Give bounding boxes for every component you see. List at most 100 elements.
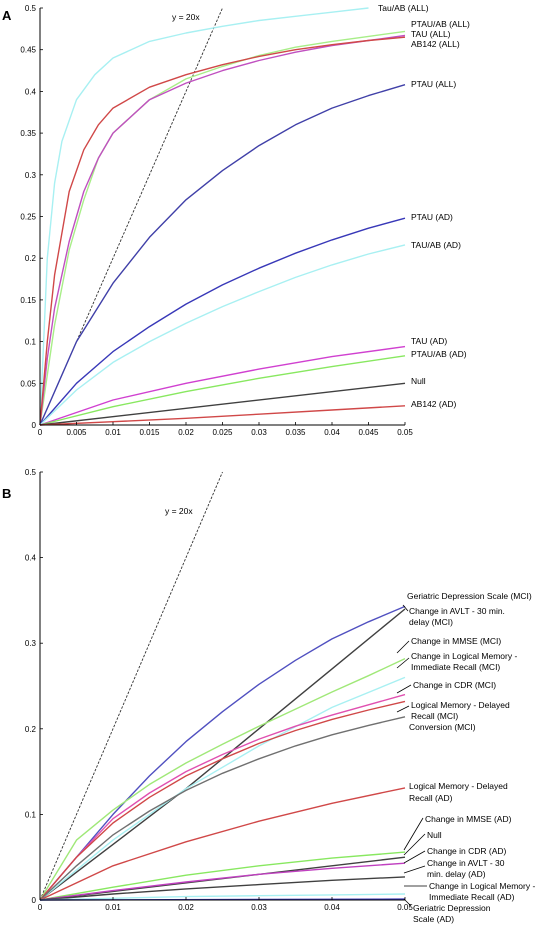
label-b-lm-imm-ad-line-1: Change in Logical Memory - <box>429 881 535 891</box>
panel-a-y-tick-label: 0.45 <box>20 46 36 55</box>
label-b-cdr-mci: Change in CDR (MCI) <box>413 680 496 690</box>
panel-a-x-tick-label: 0.02 <box>178 428 194 437</box>
panel-a-x-tick-label: 0.025 <box>212 428 233 437</box>
panel-a-series-null <box>39 382 406 426</box>
panel-b-series-change-in-logical-memory-immediate-recall-ad <box>39 893 406 901</box>
leader-null-ad <box>403 833 426 856</box>
leader-gds-ad <box>403 898 412 907</box>
panel-a-y-tick-label: 0.5 <box>25 4 37 13</box>
leader-mmse-mci <box>396 640 410 654</box>
leader-avlt-mci <box>402 604 409 612</box>
panel-a-series-ptau-ab-all <box>39 30 406 426</box>
panel-b-series-change-in-cdr-ad <box>39 862 406 901</box>
panel-b-leader-lines <box>396 604 427 907</box>
panel-a-series-tau-ab-ad <box>39 244 406 426</box>
label-a-tau-ab-all: Tau/AB (ALL) <box>378 3 429 13</box>
panel-b-series-change-in-mmse-ad <box>39 851 406 901</box>
panel-b-x-tick-label: 0.03 <box>251 903 267 912</box>
panel-a-y-tick-label: 0.05 <box>20 379 36 388</box>
panel-b-x-tick-label: 0.01 <box>105 903 121 912</box>
panel-a-y-tick-label: 0.3 <box>25 171 37 180</box>
label-b-lm-del-ad-line-2: Recall (AD) <box>409 793 453 803</box>
panel-a-y-tick-label: 0.2 <box>25 254 37 263</box>
label-b-lm-del-mci-line-2: Recall (MCI) <box>411 711 458 721</box>
label-b-avlt-ad-line-2: min. delay (AD) <box>427 869 486 879</box>
panel-b-series-geriatric-depression-scale-mci <box>39 605 406 901</box>
panel-b-series-change-in-avlt-30-min-delay-ad <box>39 876 406 901</box>
panel-a-x-tick-label: 0.05 <box>397 428 413 437</box>
label-a-tau-all: TAU (ALL) <box>411 29 451 39</box>
label-b-gds-ad: Geriatric Depression Scale (AD) <box>413 903 493 924</box>
label-b-avlt-mci-line-2: delay (MCI) <box>409 617 453 627</box>
panel-b-ticks: 0 0.01 0.02 0.03 0.04 0.05 0 0.1 0.2 0.3 0.4 0.5 <box>25 468 413 912</box>
panel-b-series-layer <box>39 471 406 901</box>
panel-b-series-labels: Geriatric Depression Scale (MCI) Change … <box>407 591 538 924</box>
panel-a-x-tick-label: 0.03 <box>251 428 267 437</box>
label-b-cdr-ad: Change in CDR (AD) <box>427 846 507 856</box>
panel-a-x-tick-label: 0.04 <box>324 428 340 437</box>
panel-a-y-tick-label: 0.15 <box>20 296 36 305</box>
label-b-lm-imm-ad-line-2: Immediate Recall (AD) <box>429 892 515 902</box>
panel-label-a: A <box>2 8 12 23</box>
panel-a-y-tick-label: 0 <box>32 421 37 430</box>
panel-b-y-tick-label: 0.3 <box>25 639 37 648</box>
leader-mmse-ad <box>403 817 424 851</box>
panel-b-y-tick-label: 0.4 <box>25 554 37 563</box>
label-b-avlt-mci: Change in AVLT - 30 min. delay (MCI) <box>409 606 507 627</box>
panel-a-x-tick-label: 0.015 <box>139 428 160 437</box>
panel-a-series-tau-ab-all <box>39 7 369 426</box>
label-b-gds-mci: Geriatric Depression Scale (MCI) <box>407 591 532 601</box>
panel-b-x-tick-label: 0 <box>38 903 43 912</box>
label-b-avlt-ad: Change in AVLT - 30 min. delay (AD) <box>427 858 507 879</box>
panel-a-series-ptau-ad <box>39 217 406 426</box>
label-a-null: Null <box>411 376 426 386</box>
label-b-lm-imm-ad: Change in Logical Memory - Immediate Rec… <box>429 881 538 902</box>
label-b-lm-del-ad-line-1: Logical Memory - Delayed <box>409 781 508 791</box>
label-a-ptau-ad: PTAU (AD) <box>411 212 453 222</box>
label-a-tau-ab-ad: TAU/AB (AD) <box>411 240 461 250</box>
leader-cdr-ad <box>403 850 426 864</box>
panel-a-series-labels: Tau/AB (ALL) PTAU/AB (ALL) TAU (ALL) AB1… <box>378 3 470 409</box>
panel-b-x-tick-label: 0.02 <box>178 903 194 912</box>
panel-a-y-tick-label: 0.4 <box>25 87 37 96</box>
panel-b-x-tick-label: 0.04 <box>324 903 340 912</box>
label-b-null: Null <box>427 830 442 840</box>
label-b-lm-del-ad: Logical Memory - Delayed Recall (AD) <box>409 781 510 803</box>
panel-b-series-logical-memory-delayed-recall-mci <box>39 700 406 901</box>
label-b-avlt-mci-line-1: Change in AVLT - 30 min. <box>409 606 505 616</box>
label-b-lm-del-mci: Logical Memory - Delayed Recall (MCI) <box>411 700 512 721</box>
panel-b-series-change-in-logical-memory-immediate-recall-mci <box>39 676 406 901</box>
label-b-lm-imm-mci: Change in Logical Memory - Immediate Rec… <box>411 651 520 672</box>
label-b-gds-ad-line-1: Geriatric Depression <box>413 903 491 913</box>
panel-a-y-tick-label: 0.25 <box>20 213 36 222</box>
leader-lm-del-mci <box>396 705 410 713</box>
label-a-ptau-ab-ad: PTAU/AB (AD) <box>411 349 467 359</box>
label-b-gds-ad-line-2: Scale (AD) <box>413 914 454 924</box>
panel-b-x-tick-label: 0.05 <box>397 903 413 912</box>
label-b-mmse-ad: Change in MMSE (AD) <box>425 814 512 824</box>
leader-cdr-mci <box>396 684 412 694</box>
panel-b-series-logical-memory-delayed-recall-ad <box>39 787 406 901</box>
panel-b-y-tick-label: 0.1 <box>25 810 37 819</box>
label-a-ptau-ab-all: PTAU/AB (ALL) <box>411 19 470 29</box>
panel-b-reference-label: y = 20x <box>165 506 193 516</box>
label-b-lm-imm-mci-line-2: Immediate Recall (MCI) <box>411 662 500 672</box>
panel-b-y-tick-label: 0.2 <box>25 725 37 734</box>
panel-b-series-change-in-mmse-mci <box>39 657 406 901</box>
panel-a-series-ab142-ad <box>39 405 406 426</box>
leader-avlt-ad <box>403 865 426 874</box>
panel-a-x-tick-label: 0.005 <box>66 428 87 437</box>
panel-a-x-tick-label: 0.045 <box>358 428 379 437</box>
panel-a-y-tick-label: 0.35 <box>20 129 36 138</box>
panel-a-series-tau-all <box>39 34 406 426</box>
panel-a-y-tick-label: 0.1 <box>25 338 37 347</box>
panel-a-reference-label: y = 20x <box>172 12 200 22</box>
panel-b: B 0 0.01 0.02 0.03 0.04 0.0500.10.20.30.40.5 … <box>2 468 538 924</box>
panel-b-series-conversion-mci <box>39 716 406 901</box>
panel-a: A 0 0.005 0.01 0.015 0.02 0.025 0.03 0.035 0.04 0… <box>2 3 470 437</box>
panel-a-series-ptau-all <box>39 84 406 426</box>
label-a-ab142-ad: AB142 (AD) <box>411 399 457 409</box>
panel-b-reference-line <box>39 471 223 901</box>
leader-lm-imm-mci <box>396 657 410 669</box>
